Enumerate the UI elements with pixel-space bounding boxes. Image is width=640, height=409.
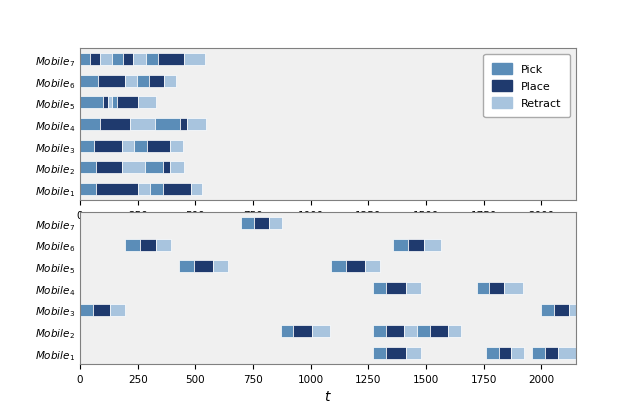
- Bar: [96, 162, 122, 174]
- Bar: [499, 347, 511, 359]
- Bar: [417, 326, 429, 337]
- Bar: [170, 162, 184, 174]
- Bar: [194, 261, 212, 273]
- Bar: [448, 326, 461, 337]
- Bar: [138, 184, 150, 196]
- Bar: [122, 162, 145, 174]
- Bar: [90, 54, 100, 66]
- Bar: [100, 54, 112, 66]
- Legend: Pick, Place, Retract: Pick, Place, Retract: [483, 55, 570, 118]
- Bar: [241, 218, 254, 229]
- Bar: [545, 347, 557, 359]
- Bar: [163, 162, 170, 174]
- Bar: [424, 239, 441, 251]
- Bar: [146, 54, 159, 66]
- Bar: [103, 97, 108, 109]
- Bar: [112, 97, 117, 109]
- Bar: [332, 261, 346, 273]
- Bar: [511, 347, 524, 359]
- Bar: [80, 304, 93, 316]
- Bar: [281, 326, 293, 337]
- Bar: [569, 304, 579, 316]
- Bar: [147, 140, 170, 153]
- Bar: [80, 54, 90, 66]
- Bar: [386, 347, 406, 359]
- Bar: [123, 54, 133, 66]
- Bar: [80, 162, 96, 174]
- Bar: [254, 218, 269, 229]
- Bar: [134, 140, 147, 153]
- Bar: [156, 239, 171, 251]
- Bar: [136, 76, 149, 88]
- Bar: [159, 54, 184, 66]
- Bar: [108, 97, 112, 109]
- Bar: [96, 184, 138, 196]
- Bar: [541, 304, 554, 316]
- Bar: [170, 140, 182, 153]
- Bar: [392, 239, 408, 251]
- Bar: [404, 326, 417, 337]
- Bar: [93, 304, 110, 316]
- Bar: [188, 119, 205, 131]
- Bar: [312, 326, 330, 337]
- Bar: [150, 184, 163, 196]
- Bar: [365, 261, 380, 273]
- Bar: [110, 304, 125, 316]
- Bar: [133, 54, 146, 66]
- Bar: [164, 76, 176, 88]
- Bar: [80, 97, 103, 109]
- Bar: [373, 347, 386, 359]
- Bar: [504, 282, 523, 294]
- Bar: [406, 347, 421, 359]
- Bar: [386, 282, 406, 294]
- Bar: [477, 282, 490, 294]
- Bar: [112, 54, 123, 66]
- X-axis label: $t$: $t$: [324, 389, 332, 403]
- Bar: [386, 326, 404, 337]
- Bar: [532, 347, 545, 359]
- Bar: [80, 119, 100, 131]
- Bar: [269, 218, 282, 229]
- Bar: [125, 76, 136, 88]
- Bar: [191, 184, 202, 196]
- Bar: [138, 97, 156, 109]
- Bar: [80, 140, 94, 153]
- Bar: [80, 184, 96, 196]
- Bar: [129, 119, 155, 131]
- Bar: [125, 239, 140, 251]
- Bar: [145, 162, 163, 174]
- Bar: [80, 76, 99, 88]
- Bar: [212, 261, 228, 273]
- Bar: [149, 76, 164, 88]
- Bar: [140, 239, 156, 251]
- Bar: [373, 282, 386, 294]
- Bar: [293, 326, 312, 337]
- Bar: [373, 326, 386, 337]
- Bar: [94, 140, 122, 153]
- Bar: [429, 326, 448, 337]
- Bar: [122, 140, 134, 153]
- Bar: [163, 184, 191, 196]
- Bar: [100, 119, 129, 131]
- Bar: [184, 54, 205, 66]
- Bar: [117, 97, 138, 109]
- Bar: [557, 347, 576, 359]
- Bar: [406, 282, 421, 294]
- Bar: [99, 76, 125, 88]
- Bar: [490, 282, 504, 294]
- Bar: [408, 239, 424, 251]
- Bar: [346, 261, 365, 273]
- Bar: [180, 119, 188, 131]
- Bar: [554, 304, 569, 316]
- Bar: [179, 261, 194, 273]
- Bar: [155, 119, 180, 131]
- Bar: [486, 347, 499, 359]
